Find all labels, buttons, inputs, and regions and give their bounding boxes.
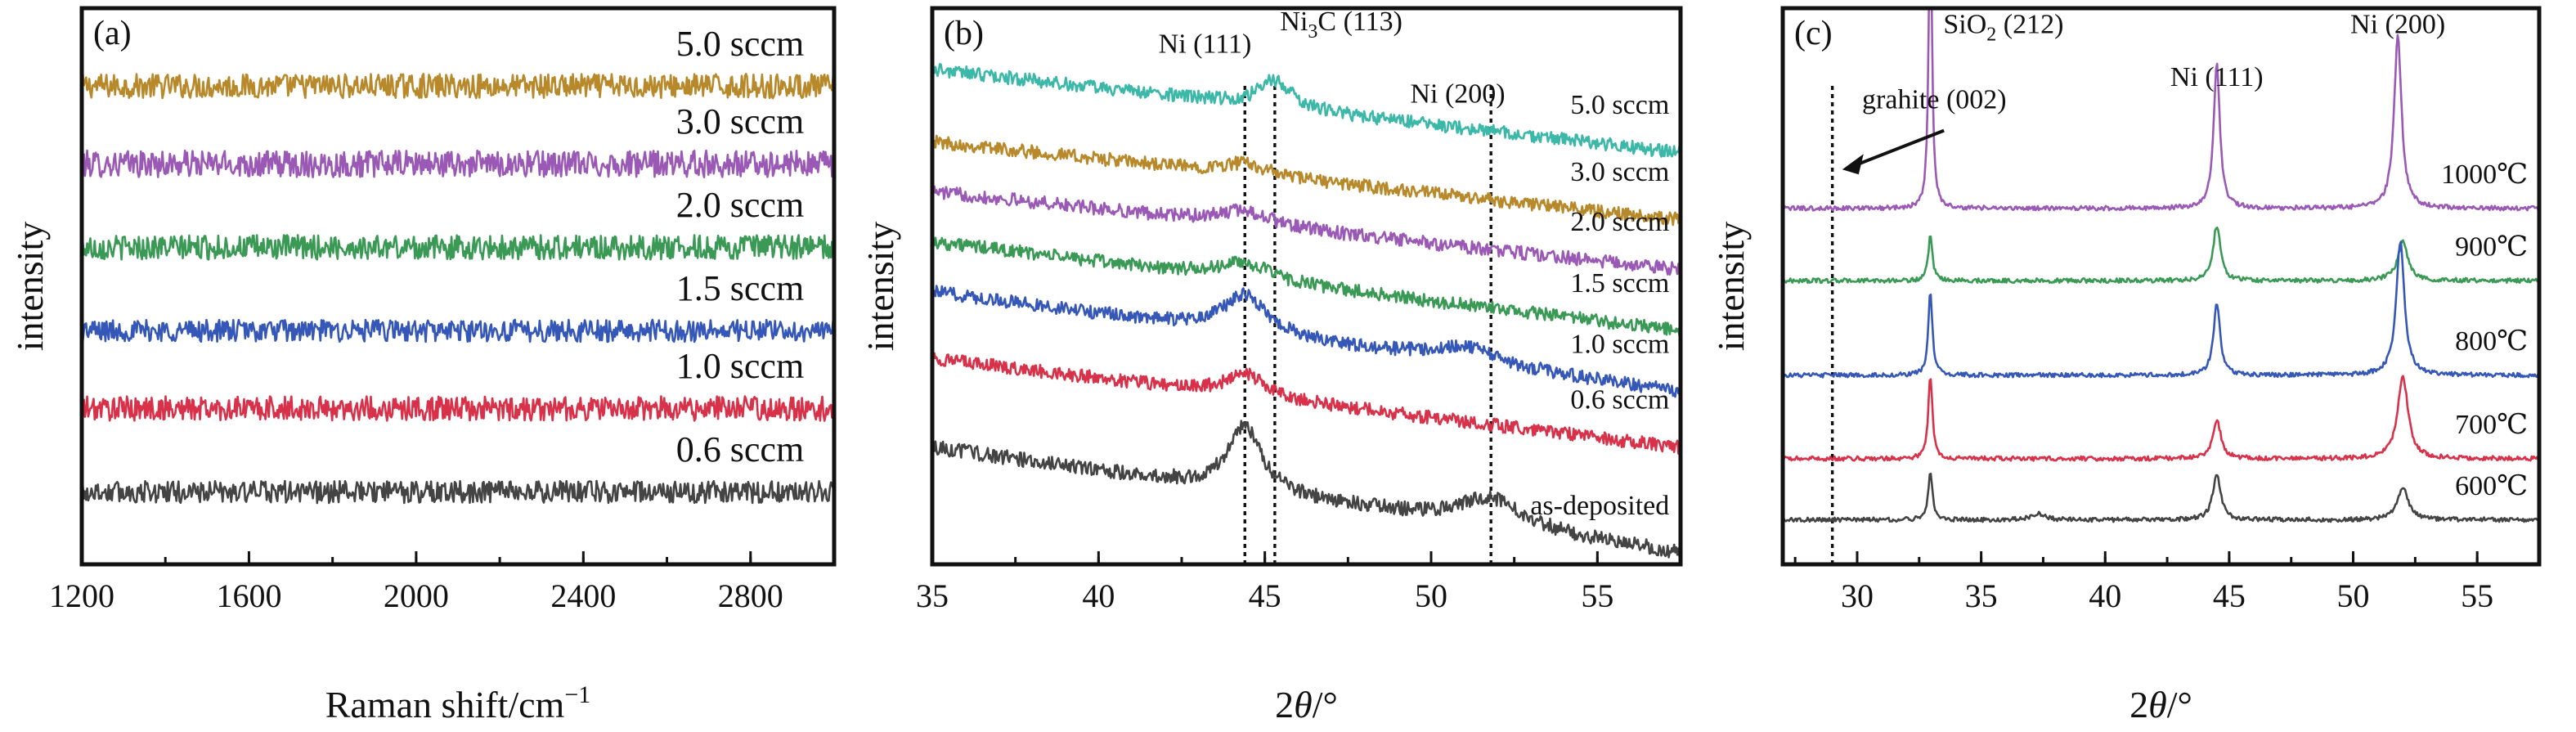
panel-b-x-tick-label-0: 35 (916, 577, 949, 614)
panel-a-series-1 (82, 149, 834, 178)
panel-a-series-4 (82, 395, 834, 422)
panel-b-series-0 (932, 63, 1681, 158)
panel-c-peak-label-2: Ni (200) (2350, 10, 2445, 40)
panel-a-series-3 (82, 318, 834, 344)
panel-a-series-label-5: 0.6 sccm (676, 429, 804, 469)
panel-c-series-label-0: 1000℃ (2441, 159, 2528, 190)
panel-b-series-label-0: 5.0 sccm (1570, 90, 1669, 120)
panel-a-series-5 (82, 479, 834, 505)
panel-b-series-label-1: 3.0 sccm (1570, 157, 1669, 187)
panel-b-plot-area (932, 63, 1681, 564)
panel-a-x-tick-label-2: 2000 (384, 577, 449, 614)
panel-b-series-1 (932, 134, 1681, 227)
panel-b-frame (930, 6, 1683, 567)
panel-a-x-tick-label-0: 1200 (49, 577, 114, 614)
panel-b-tag: (b) (944, 15, 984, 52)
panel-c-x-axis-label: 2θ/° (2129, 684, 2192, 725)
panel-c-x-tick-label-3: 45 (2213, 577, 2246, 614)
panel-c-series-0 (1783, 8, 2539, 212)
panel-b-x-tick-label-1: 40 (1082, 577, 1115, 614)
panel-c-annotation-text: grahite (002) (1862, 84, 2007, 115)
panel-c-series-2 (1783, 240, 2539, 379)
panel-a-tag: (a) (93, 15, 132, 52)
panel-c-tag: (c) (1794, 15, 1833, 52)
panel-b-series-label-3: 1.5 sccm (1570, 268, 1669, 299)
panel-b-y-axis-label: intensity (859, 222, 901, 351)
panel-c: 30 35 40 45 50 55 (c) 2θ/° intensity 1000℃ 900℃ 800… (1710, 6, 2542, 725)
panel-a-series-label-2: 2.0 sccm (676, 185, 804, 225)
panel-c-peak-label-0: SiO2 (212) (1943, 10, 2063, 46)
panel-c-plot-area (1783, 8, 2539, 564)
panel-c-annotation-arrow (1856, 128, 1945, 167)
panel-b-series-label-5: 0.6 sccm (1570, 385, 1669, 415)
panel-c-x-tick-label-5: 55 (2461, 577, 2493, 614)
panel-a-x-axis-label: Raman shift/cm−1 (325, 681, 590, 725)
panel-a-y-axis-label: intensity (9, 222, 51, 351)
panel-b-series-6 (932, 420, 1681, 559)
panel-a-series-2 (82, 234, 834, 261)
panel-b-series-2 (932, 185, 1681, 276)
panel-c-series-1 (1783, 227, 2539, 285)
panel-b-series-label-6: as-deposited (1530, 491, 1669, 521)
panel-b-series-5 (932, 352, 1681, 455)
panel-a: 1200 1600 2000 2400 2800 (a) Raman shift/cm−1 i… (9, 6, 837, 725)
panel-a-x-tick-label-3: 2400 (550, 577, 616, 614)
panel-b-x-axis-label: 2θ/° (1275, 684, 1338, 725)
panel-c-series-label-3: 700℃ (2455, 410, 2528, 440)
panel-a-series-label-1: 3.0 sccm (676, 101, 804, 141)
panel-a-series-label-4: 1.0 sccm (676, 346, 804, 386)
panel-c-series-label-4: 600℃ (2455, 471, 2528, 501)
panel-a-x-tick-label-4: 2800 (718, 577, 783, 614)
panel-c-annotation-arrowhead (1842, 154, 1864, 175)
panel-a-series-label-3: 1.5 sccm (676, 268, 804, 308)
panel-a-frame (79, 6, 837, 567)
panel-c-series-label-2: 800℃ (2455, 326, 2528, 357)
panel-b-peak-label-1: Ni3C (113) (1280, 7, 1402, 43)
panel-c-x-tick-label-0: 30 (1841, 577, 1874, 614)
panel-b-x-tick-label-4: 55 (1581, 577, 1613, 614)
panel-a-series-label-0: 5.0 sccm (676, 24, 804, 64)
panel-b-series-4 (932, 285, 1681, 398)
panel-a-x-tick-label-1: 1600 (216, 577, 281, 614)
panel-b: 35 40 45 50 55 (b) 2θ/° intensity 5.0 sccm 3.0 sc… (859, 6, 1683, 725)
panel-c-series-4 (1783, 472, 2539, 523)
panel-b-x-tick-label-3: 50 (1415, 577, 1447, 614)
panel-a-series-0 (82, 73, 834, 100)
panel-c-y-axis-label: intensity (1710, 222, 1752, 351)
panel-b-peak-label-0: Ni (111) (1159, 29, 1252, 59)
panel-a-plot-area (82, 73, 834, 505)
panel-c-series-3 (1783, 375, 2539, 462)
panel-c-x-tick-label-1: 35 (1965, 577, 1998, 614)
panel-c-peak-label-1: Ni (111) (2170, 62, 2264, 92)
panel-b-series-label-2: 2.0 sccm (1570, 207, 1669, 237)
panel-c-frame (1780, 6, 2542, 567)
panel-c-x-tick-label-2: 40 (2089, 577, 2121, 614)
panel-c-series-label-1: 900℃ (2455, 232, 2528, 263)
panel-b-series-3 (932, 236, 1681, 338)
panel-b-peak-label-2: Ni (200) (1410, 79, 1505, 110)
panel-b-x-tick-label-2: 45 (1249, 577, 1281, 614)
panel-b-series-label-4: 1.0 sccm (1570, 330, 1669, 360)
panel-c-x-tick-label-4: 50 (2337, 577, 2370, 614)
